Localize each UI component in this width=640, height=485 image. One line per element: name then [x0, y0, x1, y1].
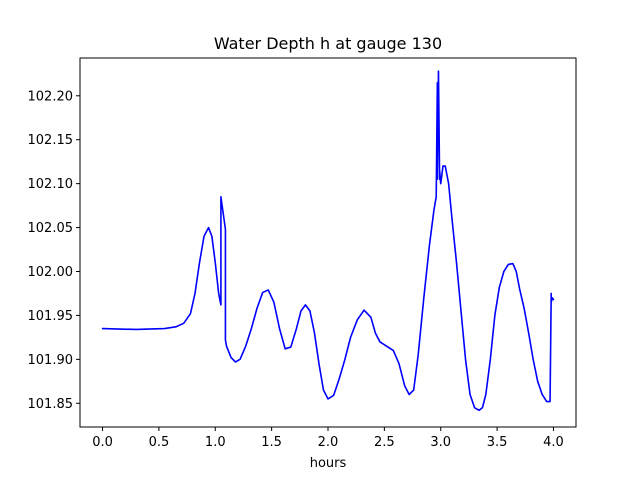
y-tick-label: 102.15	[28, 133, 74, 148]
x-axis-label: hours	[310, 456, 347, 471]
x-tick-label: 3.5	[487, 435, 508, 450]
x-tick-label: 4.0	[543, 435, 564, 450]
x-axis: 0.0 0.5 1.0 1.5 2.0 2.5 3.0 3.5 4.0	[92, 427, 564, 450]
x-tick-label: 2.5	[374, 435, 395, 450]
y-tick-label: 101.95	[28, 309, 74, 324]
y-tick-label: 101.85	[28, 397, 74, 412]
x-tick-label: 0.5	[149, 435, 170, 450]
y-tick-label: 102.00	[28, 265, 74, 280]
x-tick-label: 1.0	[205, 435, 226, 450]
chart-title: Water Depth h at gauge 130	[214, 34, 442, 53]
y-tick-label: 102.10	[28, 177, 74, 192]
x-tick-label: 2.0	[318, 435, 339, 450]
x-tick-label: 3.0	[430, 435, 451, 450]
x-tick-label: 0.0	[92, 435, 113, 450]
y-tick-label: 101.90	[28, 353, 74, 368]
y-tick-label: 102.20	[28, 89, 74, 104]
y-axis: 101.85 101.90 101.95 102.00 102.05 102.10 102.…	[28, 89, 80, 412]
series-line-0	[101, 70, 555, 412]
y-tick-label: 102.05	[28, 221, 74, 236]
series-layer	[101, 70, 555, 412]
x-tick-label: 1.5	[261, 435, 282, 450]
